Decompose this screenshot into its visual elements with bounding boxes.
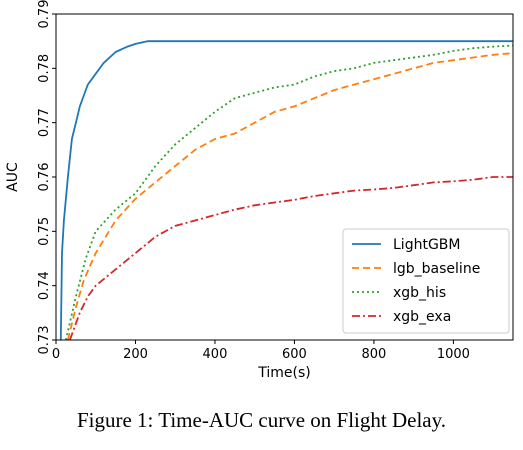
- x-tick-label: 1000: [437, 347, 470, 362]
- series-line-xgb-his: [65, 44, 513, 340]
- y-tick-label: 0.77: [37, 108, 52, 137]
- legend-label: xgb_his: [393, 285, 446, 301]
- x-tick-label: 600: [282, 347, 307, 362]
- figure-caption: Figure 1: Time-AUC curve on Flight Delay…: [76, 408, 447, 432]
- x-tick-label: 400: [203, 347, 228, 362]
- x-axis-label: Time(s): [257, 365, 310, 381]
- y-tick-label: 0.76: [37, 163, 52, 192]
- series-line-lgb-baseline: [67, 52, 513, 340]
- series-line-xgb-exa: [69, 176, 513, 340]
- y-axis-label: AUC: [5, 162, 21, 192]
- legend-box: [342, 228, 510, 334]
- y-tick-label: 0.79: [37, 0, 52, 28]
- y-tick-label: 0.73: [37, 326, 52, 355]
- plot-frame: [55, 13, 514, 341]
- y-tick-label: 0.75: [37, 217, 52, 246]
- series-line-lightgbm: [59, 40, 513, 340]
- y-tick-label: 0.78: [37, 54, 52, 83]
- x-tick-label: 200: [123, 347, 148, 362]
- legend-label: lgb_baseline: [393, 261, 480, 277]
- legend-label: LightGBM: [393, 237, 460, 253]
- x-tick-label: 0: [52, 347, 60, 362]
- legend-label: xgb_exa: [393, 309, 451, 325]
- x-tick-label: 800: [361, 347, 386, 362]
- y-tick-label: 0.74: [37, 271, 52, 300]
- time-auc-chart: 0 200 400 600 800 1000 0.73 0.74 0.75 0.76 0.77 0.7…: [5, 0, 514, 381]
